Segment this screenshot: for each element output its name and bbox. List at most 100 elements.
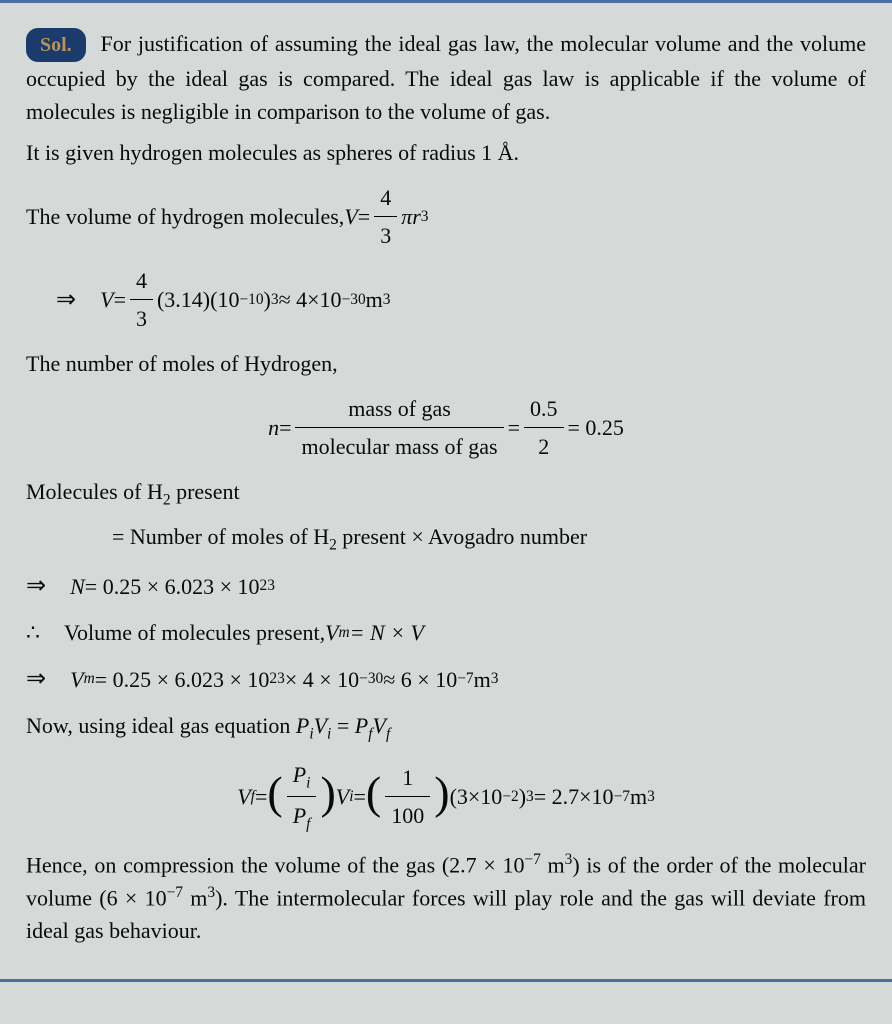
sub-2a: 2 bbox=[163, 491, 171, 508]
den-Pf: Pf bbox=[287, 797, 317, 836]
sup-neg7c: −7 bbox=[524, 851, 540, 868]
den-3: 3 bbox=[374, 217, 397, 252]
sup-3h: 3 bbox=[207, 884, 215, 901]
var-N: N bbox=[70, 570, 85, 603]
frac-4-3-b: 4 3 bbox=[130, 264, 153, 335]
num-4b: 4 bbox=[130, 264, 153, 300]
eq-sign-5: = bbox=[337, 713, 355, 738]
var-Vf: V bbox=[237, 780, 250, 813]
frac-Pi-Pf: Pi Pf bbox=[287, 758, 317, 836]
sub-f-2: f bbox=[386, 725, 390, 742]
intro-text: For justification of assuming the ideal … bbox=[26, 31, 866, 124]
solution-badge: Sol. bbox=[26, 28, 86, 62]
Vm-define-line: ∴ Volume of molecules present, Vm = N × … bbox=[26, 616, 866, 649]
var-V: V bbox=[344, 200, 357, 233]
eq-sign-6: = bbox=[255, 780, 267, 813]
eq-sign-2: = bbox=[114, 283, 126, 316]
sup-23b: 23 bbox=[269, 667, 284, 690]
close-cube-2: ) bbox=[519, 780, 526, 813]
eq-sign-3: = bbox=[279, 411, 291, 444]
present-times: present × Avogadro number bbox=[337, 524, 587, 549]
frac-1-100: 1 100 bbox=[385, 761, 430, 832]
m3-unit-3: m bbox=[630, 780, 647, 813]
var-Vi: V bbox=[336, 780, 349, 813]
ideal-intro: Now, using ideal gas equation bbox=[26, 713, 296, 738]
m3-unit-2: m bbox=[474, 663, 491, 696]
var-Vm-2: V bbox=[70, 663, 83, 696]
sub-2b: 2 bbox=[329, 536, 337, 553]
m3-unit-5: m bbox=[190, 885, 207, 910]
approx-part: ≈ 4×10 bbox=[279, 283, 342, 316]
present-text: present bbox=[171, 479, 240, 504]
frac-mass: mass of gas molecular mass of gas bbox=[295, 392, 503, 463]
Pi: P bbox=[296, 713, 309, 738]
Vm-approx: ≈ 6 × 10 bbox=[383, 663, 457, 696]
given-line: It is given hydrogen molecules as sphere… bbox=[26, 136, 866, 169]
vol-intro-text: The volume of hydrogen molecules, bbox=[26, 200, 344, 233]
n-result: = 0.25 bbox=[568, 411, 624, 444]
den-100: 100 bbox=[385, 797, 430, 832]
frac-05-2: 0.5 2 bbox=[524, 392, 564, 463]
imply-3: ⇒ bbox=[26, 661, 46, 697]
sub-i-2: i bbox=[327, 725, 331, 742]
sup-3e: 3 bbox=[526, 785, 534, 808]
vf-mid: (3×10 bbox=[450, 780, 503, 813]
sup-3-r: 3 bbox=[421, 205, 429, 228]
num-mass: mass of gas bbox=[295, 392, 503, 428]
sup-3b: 3 bbox=[271, 288, 279, 311]
intro-paragraph: Sol. For justification of assuming the i… bbox=[26, 27, 866, 128]
sup-neg7b: −7 bbox=[614, 785, 630, 808]
sup-neg7: −7 bbox=[457, 667, 473, 690]
N-calc: = 0.25 × 6.023 × 10 bbox=[85, 570, 260, 603]
var-Vm: V bbox=[325, 616, 338, 649]
eq-sign-1: = bbox=[358, 200, 370, 233]
molecules-present-line: Molecules of H2 present bbox=[26, 475, 866, 512]
sub-m-2: m bbox=[84, 667, 95, 690]
frac-4-3: 4 3 bbox=[374, 181, 397, 252]
sub-m-1: m bbox=[339, 621, 350, 644]
moles-formula-line: n = mass of gas molecular mass of gas = … bbox=[26, 392, 866, 463]
sup-23: 23 bbox=[260, 574, 275, 597]
therefore-1: ∴ bbox=[26, 616, 40, 649]
sup-3c: 3 bbox=[383, 288, 391, 311]
m3-unit-4: m bbox=[548, 852, 565, 877]
den-mass: molecular mass of gas bbox=[295, 428, 503, 463]
vf-result: = 2.7×10 bbox=[534, 780, 614, 813]
sup-3f: 3 bbox=[647, 785, 655, 808]
num-Pi: Pi bbox=[287, 758, 317, 798]
conclusion-paragraph: Hence, on compression the volume of the … bbox=[26, 848, 866, 948]
moles-intro: The number of moles of Hydrogen, bbox=[26, 347, 866, 380]
num-4: 4 bbox=[374, 181, 397, 217]
m3-unit: m bbox=[366, 283, 383, 316]
Vi: V bbox=[314, 713, 327, 738]
imply-2: ⇒ bbox=[26, 568, 46, 604]
imply-1: ⇒ bbox=[56, 282, 76, 318]
sup-neg2: −2 bbox=[502, 785, 518, 808]
eq-sign-7: = bbox=[354, 780, 366, 813]
Vm-calc-2: × 4 × 10 bbox=[285, 663, 359, 696]
den-2: 2 bbox=[524, 428, 564, 463]
vol-mol-text: Volume of molecules present, bbox=[64, 616, 325, 649]
sup-neg10: −10 bbox=[239, 288, 263, 311]
N-calc-line: ⇒ N = 0.25 × 6.023 × 1023 bbox=[26, 568, 866, 604]
var-n: n bbox=[268, 411, 279, 444]
Vf-calc-line: Vf = ( Pi Pf ) Vi = ( 1 100 ) (3×10−2)3 … bbox=[26, 758, 866, 836]
Pf: P bbox=[355, 713, 368, 738]
ideal-gas-line: Now, using ideal gas equation PiVi = PfV… bbox=[26, 709, 866, 746]
den-3b: 3 bbox=[130, 300, 153, 335]
pi-r: πr bbox=[401, 200, 421, 233]
sup-neg30: −30 bbox=[342, 288, 366, 311]
volume-formula-line: The volume of hydrogen molecules, V = 4 … bbox=[26, 181, 866, 252]
num-05: 0.5 bbox=[524, 392, 564, 428]
volume-calc-line: ⇒ V = 4 3 (3.14)(10−10)3 ≈ 4×10−30 m3 bbox=[26, 264, 866, 335]
num-1: 1 bbox=[385, 761, 430, 797]
molecules-eq-line: = Number of moles of H2 present × Avogad… bbox=[26, 520, 866, 557]
mol-present-text: Molecules of H bbox=[26, 479, 163, 504]
eq-moles-text: = Number of moles of H bbox=[112, 524, 329, 549]
sup-neg7d: −7 bbox=[167, 884, 183, 901]
close-cube: ) bbox=[264, 283, 271, 316]
calc-part-1: (3.14)(10 bbox=[157, 283, 239, 316]
sup-3d: 3 bbox=[491, 667, 499, 690]
conc-1: Hence, on compression the volume of the … bbox=[26, 852, 524, 877]
Vm-calc-line: ⇒ Vm = 0.25 × 6.023 × 1023 × 4 × 10−30 ≈… bbox=[26, 661, 866, 697]
